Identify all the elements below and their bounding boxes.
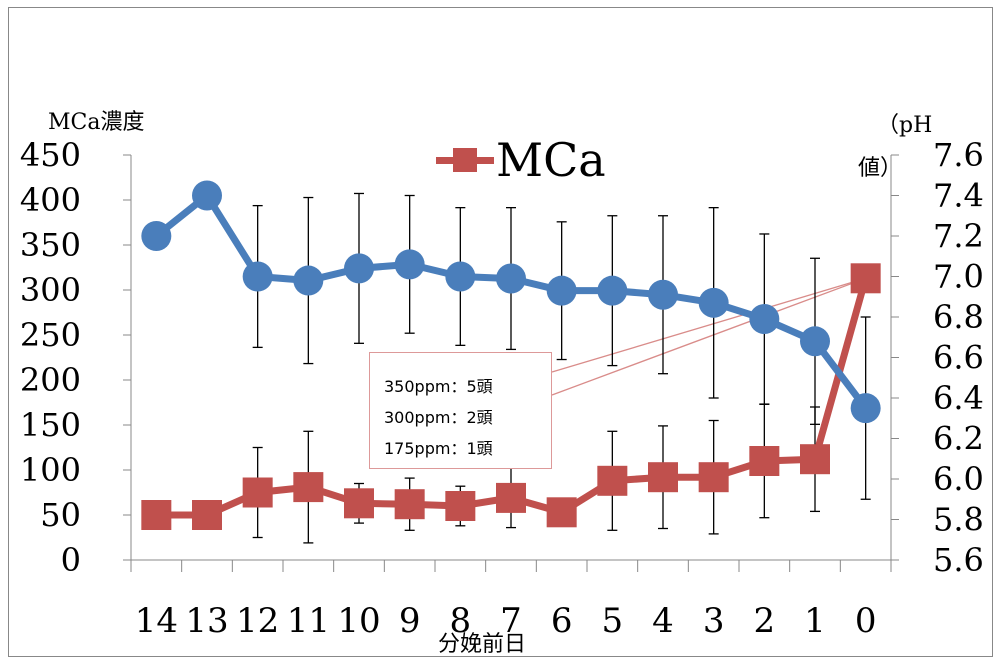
annotation-line-1: 350ppm：5頭 [384,377,493,396]
data-point-circle-series [394,249,425,280]
x-tick-label: 1 [804,601,826,641]
x-tick-label: 2 [754,601,776,641]
x-tick-label: 3 [703,601,725,641]
x-tick-label: 9 [399,601,421,641]
data-point-circle-series [648,279,678,310]
data-point-mca [749,446,780,476]
x-tick-label: 7 [500,601,522,641]
y-left-tick-label: 100 [20,451,81,489]
data-point-mca [192,500,222,530]
data-point-circle-series [242,261,273,292]
chart-frame [8,7,993,657]
y-left-tick-label: 350 [20,226,81,264]
y-left-tick-label: 400 [20,181,81,219]
x-tick-label: 5 [602,601,624,641]
data-point-circle-series [496,263,526,294]
data-point-circle-series [344,253,374,284]
data-point-circle-series [850,393,881,424]
legend-swatch-mca [436,140,494,180]
y-right-tick-label: 6.4 [933,379,984,417]
y-right-tick-label: 5.8 [933,501,984,539]
x-tick-label: 0 [855,601,877,641]
data-point-mca [293,472,324,503]
x-tick-label: 10 [337,601,380,641]
data-point-mca [445,491,476,521]
y-right-tick-label: 6.0 [933,460,984,498]
y-left-tick-label: 250 [20,316,81,354]
annotation-line-3: 175ppm：1頭 [384,439,493,458]
y-left-tick-label: 150 [20,406,81,444]
annotation-leader-line [551,277,866,396]
data-point-circle-series [800,326,830,357]
legend-label-mca: MCa [496,133,606,187]
annotation-leader-line [551,277,866,373]
data-point-mca [141,500,172,530]
y-right-tick-label: 6.2 [933,420,984,458]
data-point-mca [344,488,374,519]
y-left-tick-label: 200 [20,361,81,399]
data-point-mca [546,497,577,528]
data-point-circle-series [698,287,729,318]
data-point-circle-series [445,261,476,292]
y-left-tick-label: 450 [20,136,81,174]
legend-square-marker [453,148,477,172]
data-point-circle-series [293,265,324,296]
data-point-mca [242,477,273,508]
y-right-tick-label: 6.8 [933,298,984,336]
y-left-tick-label: 0 [61,541,81,579]
y-right-tick-label: 7.6 [933,136,984,174]
data-point-circle-series [749,304,780,335]
y-right-tick-label: 7.0 [933,258,984,296]
data-point-mca [496,482,526,513]
x-tick-label: 13 [185,601,228,641]
y-right-tick-label: 6.6 [933,339,984,377]
y-axis-right-title-line2: 値） [858,156,903,181]
x-tick-label: 6 [551,601,573,641]
y-axis-left-title: MCa濃度 [48,110,145,135]
y-right-tick-label: 7.4 [933,177,984,215]
data-point-mca [648,462,678,493]
x-tick-label: 14 [135,601,178,641]
x-tick-label: 12 [236,601,279,641]
annotation-line-2: 300ppm：2頭 [384,408,493,427]
data-point-circle-series [597,275,628,306]
data-point-mca [394,489,425,520]
x-tick-label: 11 [287,601,330,641]
data-point-mca [800,444,830,475]
annotation-callout: 350ppm：5頭 300ppm：2頭 175ppm：1頭 [369,352,552,469]
legend: MCa [436,132,606,188]
x-axis-title: 分娩前日 [438,632,527,657]
y-left-tick-label: 300 [20,271,81,309]
x-tick-label: 8 [450,601,472,641]
data-point-circle-series [546,275,577,306]
data-point-mca [597,465,628,496]
y-right-tick-label: 5.6 [933,541,984,579]
y-axis-right-title-line1: （pH [877,113,933,138]
x-tick-label: 4 [652,601,674,641]
data-point-circle-series [141,221,172,251]
data-point-mca [850,263,881,294]
data-point-circle-series [192,180,222,211]
y-right-tick-label: 7.2 [933,217,984,255]
y-left-tick-label: 50 [40,496,81,534]
data-point-mca [698,462,729,493]
